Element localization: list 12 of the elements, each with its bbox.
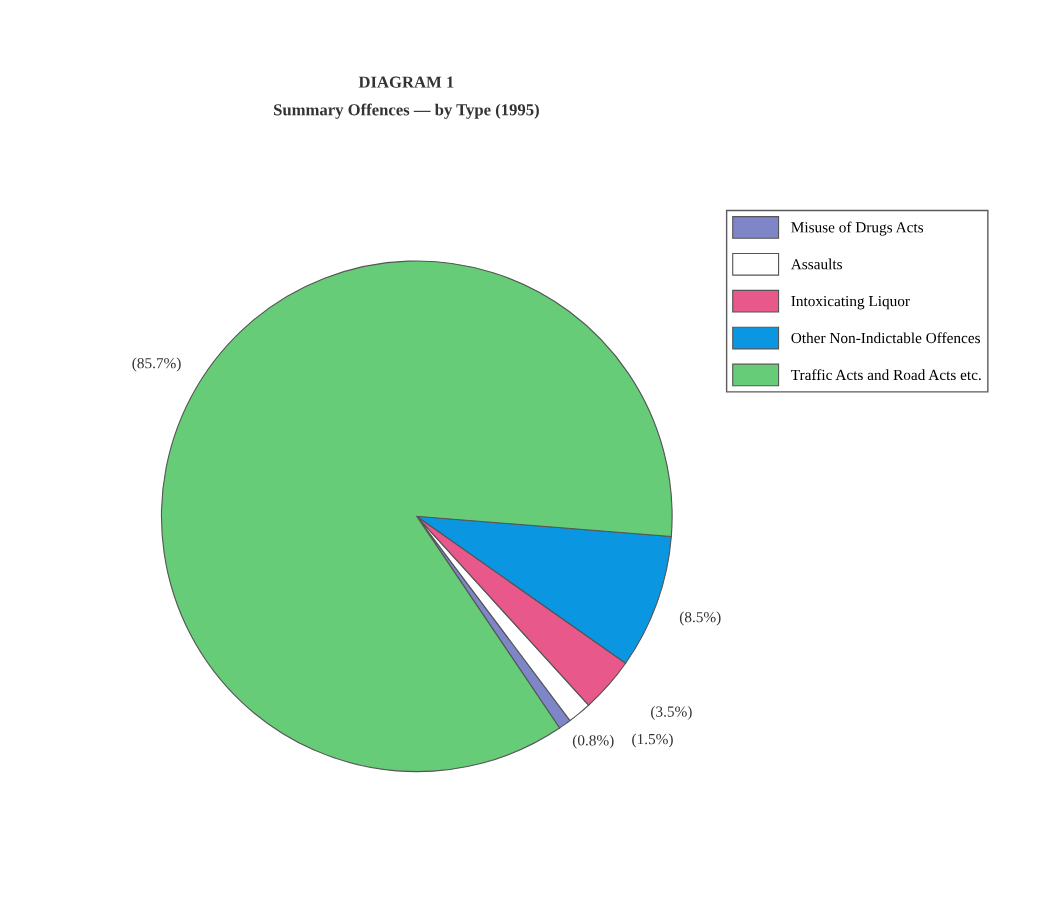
data-label: (3.5%) xyxy=(651,705,692,720)
data-label: (1.5%) xyxy=(632,733,673,748)
legend-label: Assaults xyxy=(790,258,843,270)
data-label: (8.5%) xyxy=(679,611,721,626)
chart-title: DIAGRAM 1 xyxy=(358,76,454,88)
data-label: (85.7%) xyxy=(132,357,181,372)
legend-label: Other Non-Indictable Offences xyxy=(791,332,981,344)
data-label: (0.8%) xyxy=(572,734,614,749)
legend-label: Intoxicating Liquor xyxy=(791,296,910,310)
legend-label: Traffic Acts and Road Acts etc. xyxy=(791,369,981,381)
chart-subtitle: Summary Offences — by Type (1995) xyxy=(274,103,539,119)
legend-label: Misuse of Drugs Acts xyxy=(791,221,924,236)
